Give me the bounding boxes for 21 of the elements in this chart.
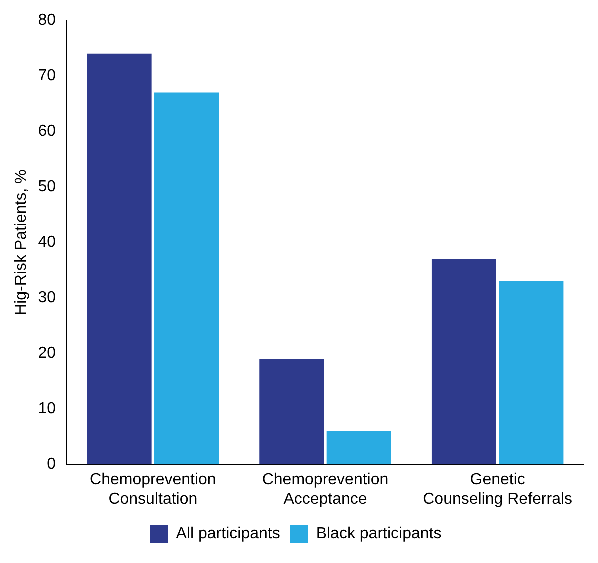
x-tick-label: Genetic Counseling Referrals (423, 472, 573, 508)
y-axis-title: Hig-Risk Patients, % (13, 170, 30, 316)
bar (154, 92, 220, 465)
y-tick-label: 20 (38, 345, 56, 362)
bar (499, 281, 564, 465)
y-tick-label: 70 (38, 68, 56, 85)
bar (326, 431, 392, 465)
y-tick-label: 30 (38, 290, 56, 307)
x-tick-label: Chemoprevention Consultation (90, 472, 216, 508)
y-tick-label: 50 (38, 178, 56, 196)
bar (87, 54, 152, 465)
y-tick-label: 80 (38, 12, 56, 30)
y-tick-label: 0 (47, 456, 56, 474)
legend-label: Black participants (316, 525, 442, 542)
bar (260, 359, 324, 465)
bar (432, 259, 496, 465)
y-tick-label: 60 (38, 123, 56, 140)
legend-label: All participants (176, 525, 280, 542)
y-tick-label: 10 (38, 400, 56, 418)
y-tick-label: 40 (38, 234, 56, 252)
x-tick-label: Chemoprevention Acceptance (262, 472, 389, 508)
